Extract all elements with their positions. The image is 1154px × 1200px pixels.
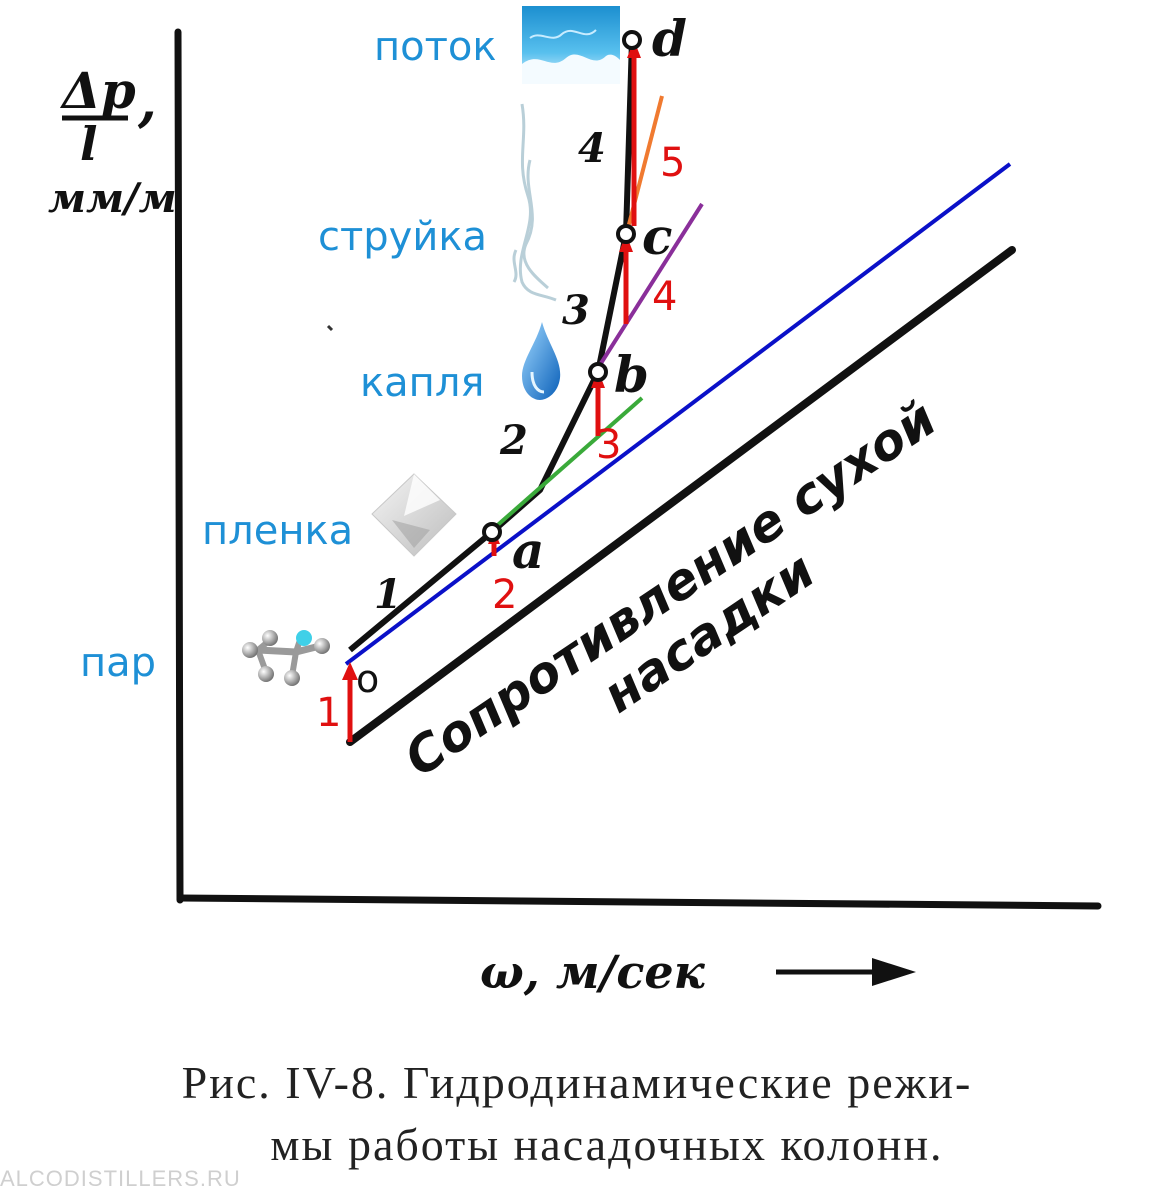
x-axis-label-group: ω, м/сек <box>480 945 916 999</box>
arrow-label-3: 3 <box>596 422 621 468</box>
point-label-d: d <box>652 9 687 68</box>
y-unit-label: мм/м <box>48 175 177 222</box>
dry-packing-label: Сопротивление сухой насадки <box>394 389 946 788</box>
dry-packing-label-line1: Сопротивление сухой <box>394 389 946 788</box>
segment-label-4: 4 <box>578 125 606 172</box>
caption-line-1: Рис. IV-8. Гидродинамические режи- <box>181 1057 973 1108</box>
point-labels: o a b c d <box>356 9 687 701</box>
arrow-label-1: 1 <box>316 690 341 736</box>
site-watermark: ALCODISTILLERS.RU <box>0 1166 241 1191</box>
caption-line-2: мы работы насадочных колонн. <box>270 1119 944 1170</box>
axes <box>174 28 1102 910</box>
segment-label-1: 1 <box>374 571 402 618</box>
y-label-numerator: Δp <box>59 61 136 120</box>
y-axis <box>174 28 184 904</box>
water-drop-icon <box>522 322 561 400</box>
y-axis-label: Δp l , мм/м <box>48 61 177 222</box>
x-axis-label: ω, м/сек <box>480 945 706 999</box>
film-sheet-icon <box>371 473 457 557</box>
blue-reference-line <box>344 162 1012 666</box>
point-b-marker <box>588 362 608 382</box>
tangent-line-green <box>490 396 644 532</box>
water-jet-icon <box>512 103 557 302</box>
vapor-molecule-icon <box>242 630 330 686</box>
arrow-label-5: 5 <box>660 140 685 186</box>
regime-label-jet: струйка <box>318 214 487 260</box>
regime-labels: пар пленка капля струйка поток <box>80 24 497 686</box>
water-flow-icon <box>522 6 620 84</box>
tangent-line-purple <box>596 202 704 370</box>
point-label-c: c <box>642 207 672 266</box>
point-markers <box>482 30 642 542</box>
pressure-drop-curve <box>348 39 635 653</box>
point-label-b: b <box>614 345 649 404</box>
regime-label-flow: поток <box>374 24 497 70</box>
point-d-marker <box>622 30 642 50</box>
segment-label-2: 2 <box>499 417 528 464</box>
arrow-label-2: 2 <box>492 572 517 618</box>
red-arrow-labels: 1 2 3 4 5 <box>316 140 685 736</box>
segment-label-3: 3 <box>562 287 590 334</box>
point-a-marker <box>482 522 502 542</box>
point-label-a: a <box>512 521 544 580</box>
figure-caption: Рис. IV-8. Гидродинамические режи- мы ра… <box>0 1052 1154 1176</box>
dry-packing-line <box>346 246 1016 746</box>
arrow-label-4: 4 <box>652 274 677 320</box>
arrow-1-head <box>342 662 358 680</box>
x-axis-label-arrowhead <box>872 958 916 986</box>
ink-mark <box>326 324 334 332</box>
y-label-denominator: l <box>80 117 97 171</box>
regime-label-film: пленка <box>202 508 353 554</box>
regime-label-vapor: пар <box>80 640 156 686</box>
y-label-comma: , <box>137 69 157 133</box>
regime-label-drop: капля <box>360 360 484 406</box>
segment-labels: 1 2 3 4 <box>374 125 606 618</box>
point-label-o: o <box>356 657 379 701</box>
x-axis <box>176 894 1102 910</box>
point-c-marker <box>616 224 636 244</box>
